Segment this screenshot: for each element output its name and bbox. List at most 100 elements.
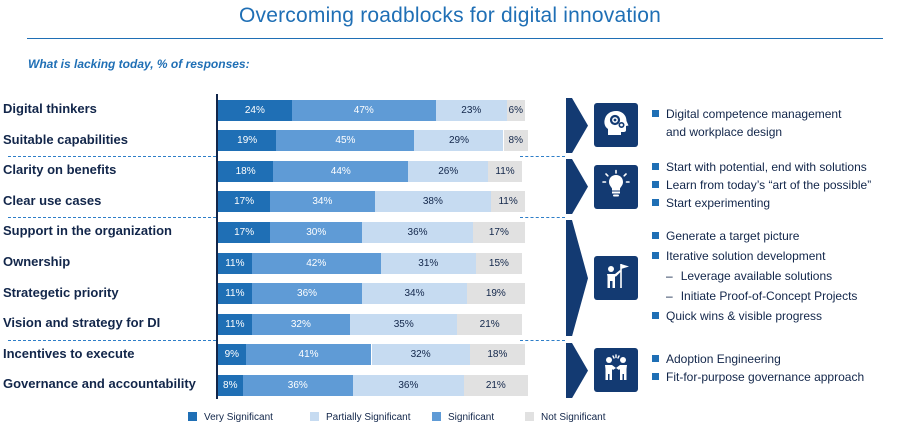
bar-segment: 34%	[362, 283, 467, 305]
head-gear-icon	[601, 108, 631, 143]
bar-segment: 42%	[251, 252, 381, 274]
row-label: Clear use cases	[3, 192, 102, 208]
bullet-text: and workplace design	[666, 125, 783, 140]
row-label: Vision and strategy for DI	[3, 315, 161, 331]
group-separator	[8, 339, 216, 341]
bar-segment: 21%	[463, 374, 529, 396]
row-label: Ownership	[3, 254, 71, 269]
bullet-marker	[652, 162, 659, 170]
legend-swatch	[188, 412, 197, 421]
row-label: Suitable capabilities	[3, 131, 128, 147]
page-title: Overcoming roadblocks for digital innova…	[238, 4, 661, 27]
legend-item: Partially Significant	[310, 412, 410, 423]
bar-segment: 11%	[218, 252, 252, 274]
bar-segment: 21%	[457, 313, 522, 335]
bullet-marker	[652, 180, 659, 188]
group-arrow	[566, 220, 588, 337]
sub-bullet-dash: –	[666, 269, 673, 284]
recommendation-bullet: – Initiate Proof-of-Concept Projects	[652, 289, 857, 303]
recommendation-bullet: and workplace design	[652, 125, 782, 139]
bullet-text: Leverage available solutions	[680, 269, 833, 284]
row-label: Governance and accountability	[3, 376, 196, 392]
bar-segment: 35%	[350, 313, 458, 335]
bullet-marker	[652, 198, 659, 206]
recommendation-bullet: Generate a target picture	[652, 229, 799, 243]
chart-axis-line	[216, 94, 218, 399]
bullet-marker	[652, 252, 659, 260]
group-arrow	[566, 97, 588, 153]
bullet-marker	[652, 110, 659, 118]
recommendation-bullet: Iterative solution development	[652, 249, 825, 263]
bar-segment: 32%	[371, 344, 470, 366]
row-label: Clarity on benefits	[3, 162, 117, 178]
bar-segment: 11%	[488, 160, 522, 182]
group-separator	[520, 217, 565, 219]
bar-segment: 36%	[362, 221, 473, 243]
bullet-text: Start with potential, end with solutions	[666, 159, 867, 174]
legend-swatch	[525, 412, 534, 421]
legend-swatch	[432, 412, 441, 421]
bar-segment: 36%	[251, 283, 363, 305]
recommendation-bullet: Start experimenting	[652, 196, 770, 210]
bar-segment: 6%	[506, 99, 525, 121]
row-label: Support in the organization	[3, 223, 172, 239]
row-label: Strategetic priority	[3, 284, 119, 300]
bar-segment: 29%	[414, 130, 504, 152]
legend-label: Very Significant	[204, 412, 273, 423]
bullet-text: Generate a target picture	[666, 229, 800, 244]
row-label: Digital thinkers	[3, 101, 97, 116]
legend-swatch	[310, 412, 319, 421]
bar-segment: 44%	[273, 160, 409, 182]
bar-segment: 11%	[218, 283, 252, 305]
bar-segment: 11%	[491, 191, 525, 213]
legend-label: Not Significant	[541, 412, 606, 423]
bullet-text: Digital competence management	[666, 107, 842, 122]
recommendation-bullet: – Leverage available solutions	[652, 269, 832, 283]
row-label: Incentives to execute	[3, 345, 135, 361]
group-separator	[8, 217, 216, 219]
recommendation-bullet: Learn from today’s “art of the possible”	[652, 178, 871, 192]
bar-segment: 9%	[218, 344, 246, 366]
bullet-marker	[652, 312, 659, 320]
legend-label: Partially Significant	[326, 412, 411, 423]
bar-segment: 36%	[242, 374, 354, 396]
people-collaboration-icon	[601, 353, 631, 388]
bar-segment: 36%	[353, 374, 464, 396]
bar-segment: 31%	[380, 252, 476, 274]
group-icon-box	[594, 164, 638, 209]
bar-segment: 17%	[472, 221, 525, 243]
bar-segment: 19%	[218, 130, 277, 152]
bar-segment: 19%	[466, 283, 525, 305]
legend-item: Very Significant	[188, 412, 273, 423]
bullet-text: Iterative solution development	[666, 249, 826, 264]
recommendation-bullet: Adoption Engineering	[652, 352, 781, 366]
bar-segment: 24%	[218, 99, 292, 121]
person-flag-icon	[601, 261, 631, 296]
legend-item: Not Significant	[525, 412, 605, 423]
bullet-text: Start experimenting	[666, 195, 771, 210]
bar-segment: 26%	[408, 160, 489, 182]
recommendation-bullet: Quick wins & visible progress	[652, 309, 822, 323]
bar-segment: 17%	[218, 191, 271, 213]
recommendation-bullet: Digital competence management	[652, 107, 841, 121]
bar-segment: 45%	[276, 130, 415, 152]
bar-segment: 8%	[503, 130, 529, 152]
bullet-marker	[652, 355, 659, 363]
title-divider	[27, 38, 883, 39]
bar-segment: 34%	[270, 191, 375, 213]
bar-segment: 38%	[374, 191, 492, 213]
group-icon-box	[594, 103, 638, 148]
legend-label: Significant	[448, 412, 495, 423]
bar-segment: 18%	[218, 160, 274, 182]
bar-segment: 47%	[291, 99, 436, 121]
bullet-text: Initiate Proof-of-Concept Projects	[680, 289, 858, 304]
recommendation-bullet: Start with potential, end with solutions	[652, 160, 867, 174]
bullet-text: Learn from today’s “art of the possible”	[666, 177, 872, 192]
bullet-marker	[652, 373, 659, 381]
bar-segment: 23%	[435, 99, 507, 121]
lightbulb-icon	[601, 169, 631, 204]
legend-item: Significant	[432, 412, 494, 423]
bar-segment: 41%	[245, 344, 372, 366]
bullet-marker	[652, 232, 659, 240]
bar-segment: 11%	[218, 313, 252, 335]
